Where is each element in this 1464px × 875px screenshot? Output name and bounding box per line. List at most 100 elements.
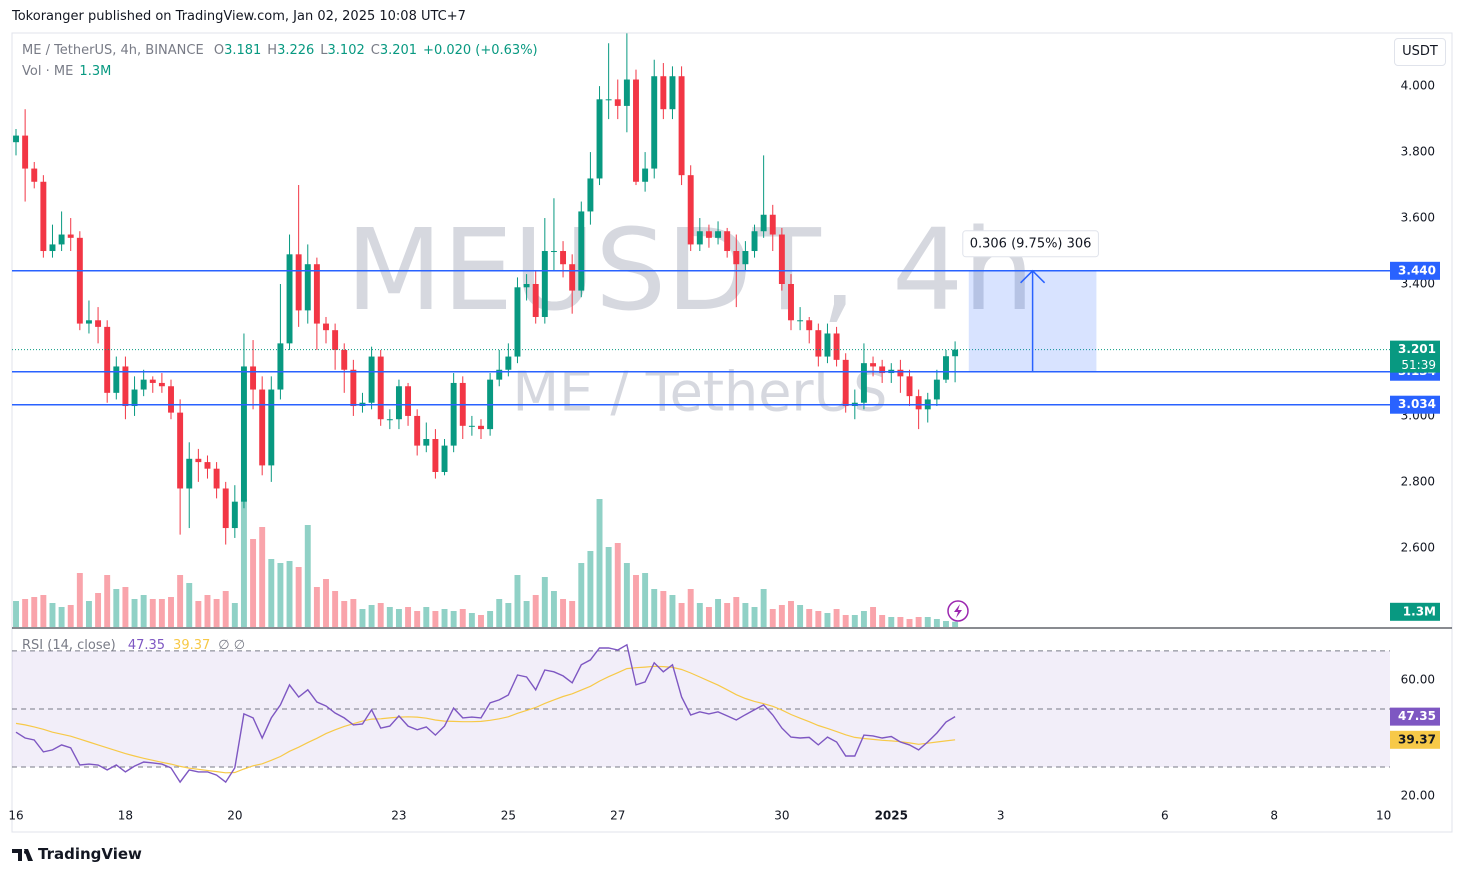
rsi-tick-label: 20.00 [1401,789,1435,803]
alert-icon [947,600,969,622]
volume-bar [286,561,293,627]
candle-body [769,214,776,235]
candle-body [40,181,47,252]
candle-body [441,445,448,472]
rsi-legend-value: 39.37 [173,638,211,653]
volume-bar [231,603,238,627]
candle-body [67,234,74,238]
candle-body [295,254,302,311]
volume-bar [769,609,776,627]
candle-body [724,231,731,252]
candle-body [696,231,703,245]
candle-body [368,356,375,403]
volume-bar [122,587,129,627]
volume-bar [386,607,393,627]
volume-badge [1390,602,1440,621]
volume-bar [295,567,302,627]
candle-body [587,178,594,212]
volume-badge-label: 1.3M [1403,604,1436,618]
volume-bar [897,617,904,627]
price-badge [1390,395,1440,414]
candle-body [532,284,539,317]
volume-bar [642,573,649,627]
candle-body [824,333,831,357]
volume-bar [268,559,275,627]
candle-body [560,251,567,265]
volume-bar [131,599,138,627]
candle-body [286,254,293,344]
volume-bar [304,525,311,627]
volume-bar [313,587,320,627]
candle-body [815,330,822,357]
volume-bar [377,603,384,627]
volume-bar [587,551,594,627]
candle-body [240,366,247,502]
candle-body [231,501,238,529]
candle-body [523,284,530,288]
candle-body [897,369,904,377]
volume-bar [332,591,339,627]
watermark-subtitle: ME / TetherUS [513,361,888,424]
volume-bar [432,611,439,627]
volume-bar [569,601,576,627]
ohlc-key: O [213,43,225,58]
volume-bar [368,605,375,627]
candle-body [395,386,402,420]
volume-bar [323,579,329,627]
candle-body [423,439,430,446]
volume-bar [560,599,567,627]
volume-bar [13,601,19,627]
volume-bar [40,595,47,627]
candle-body [414,415,421,446]
candle-body [49,244,56,252]
volume-bar [815,611,822,627]
rsi-line [15,665,956,774]
volume-bar [49,603,56,627]
volume-bar [933,619,940,627]
candle-body [478,425,484,430]
candle-body [550,251,557,253]
measure-arrow-head [1020,269,1046,284]
volume-bar [240,499,247,627]
candle-body [22,135,29,169]
candle-body [468,425,475,427]
volume-bar [860,611,867,627]
candle-body [341,349,348,370]
candle-body [131,389,138,407]
candle-body [879,366,886,374]
y-tick-label: 3.800 [1401,145,1435,159]
candle-body [304,264,311,311]
volume-bar [806,609,813,627]
volume-bar [523,601,530,627]
volume-bar [514,575,521,627]
candle-body [277,343,284,390]
volume-bar [788,601,794,627]
volume-bar [669,595,676,627]
volume-bar [140,595,147,627]
candle-body [660,76,667,110]
ohlc-value: 3.181 [224,43,262,58]
x-tick-label: 10 [1376,809,1391,823]
x-tick-label: 25 [501,809,516,823]
ohlc-value: 3.102 [327,43,365,58]
candle-body [569,264,576,291]
candle-body [204,462,211,469]
volume-bar [76,573,83,627]
y-tick-label: 2.800 [1401,474,1435,488]
ohlc-value: 3.201 [379,43,418,58]
currency-button[interactable]: USDT [1394,38,1446,66]
volume-bar [705,607,712,627]
candle-body [323,323,329,331]
candle-body [715,231,722,238]
volume-title: Vol · ME [22,64,74,79]
ohlc-key: L [320,43,328,58]
volume-bar [687,589,694,627]
volume-value: 1.3M [79,64,112,79]
x-tick-label: 20 [227,809,242,823]
volume-legend: Vol · ME 1.3M [22,64,113,79]
x-tick-label: 23 [391,809,406,823]
candle-body [505,356,512,370]
candle-body [377,356,384,420]
volume-bar [414,611,421,627]
